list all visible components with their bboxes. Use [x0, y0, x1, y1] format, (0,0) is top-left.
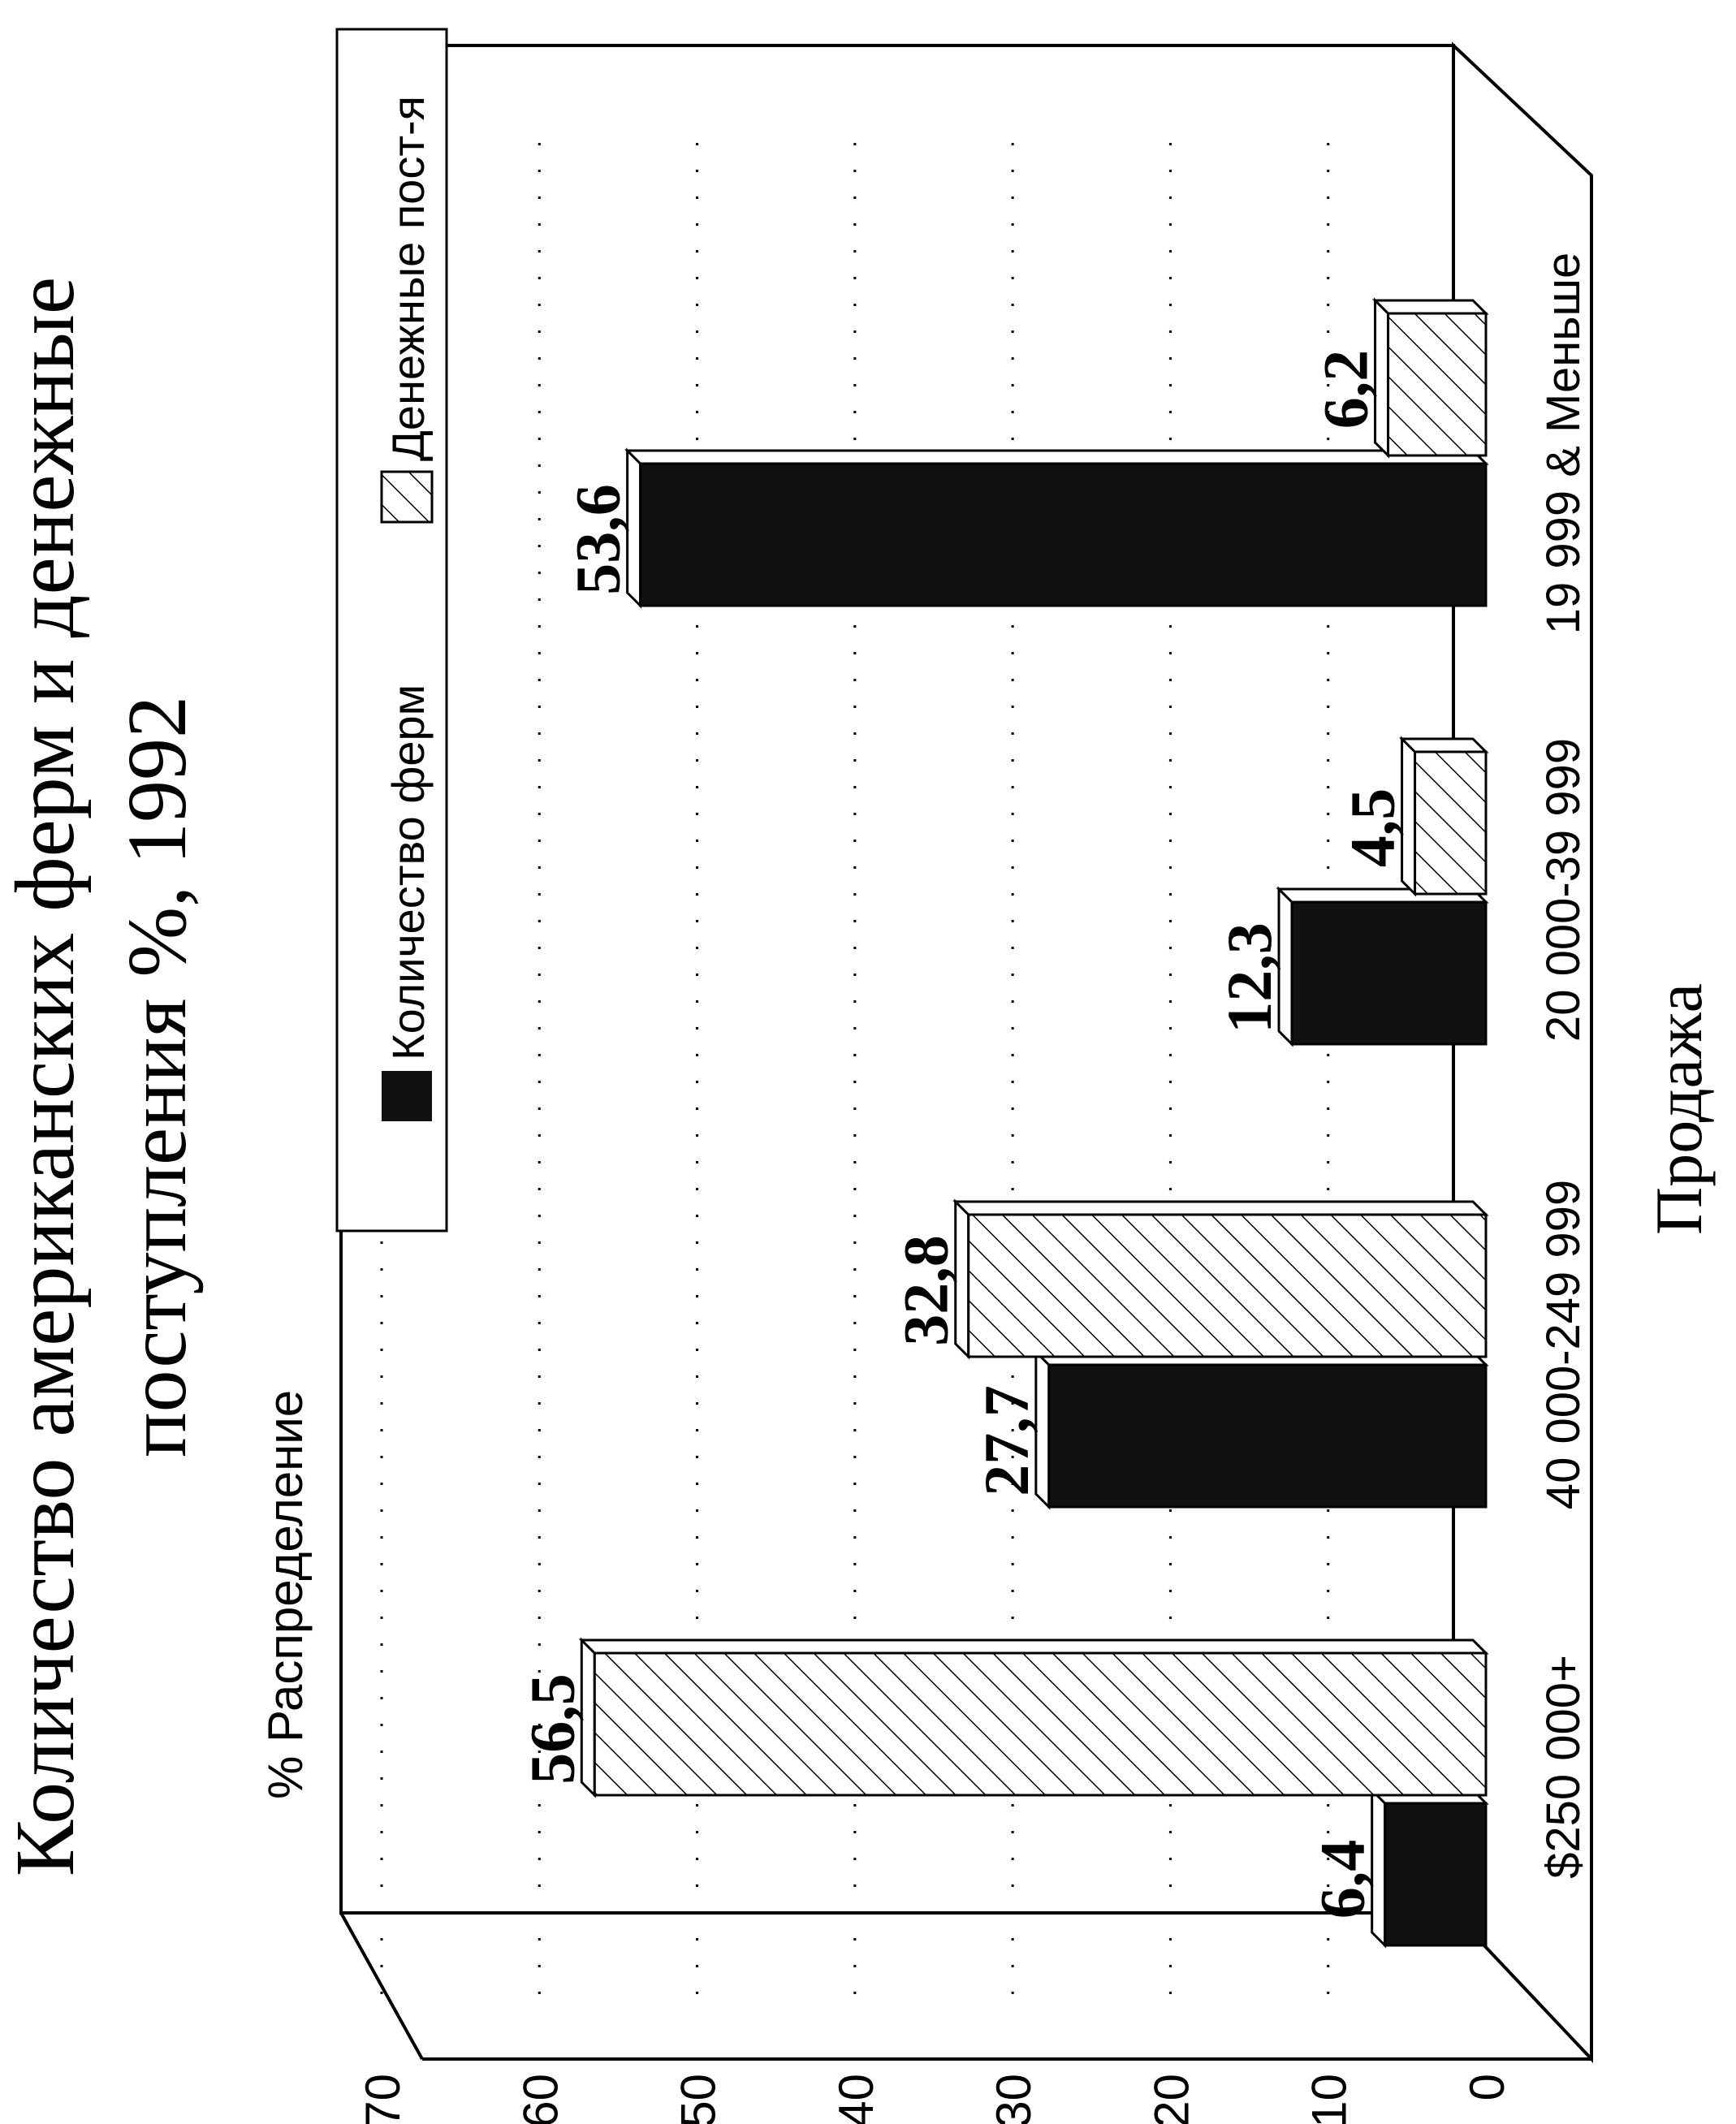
bar-side [624, 449, 1489, 465]
y-tick-label: 60 [513, 2074, 568, 2124]
bar-side [952, 1200, 1489, 1216]
bar-value-label: 53,6 [563, 484, 633, 595]
floor [1452, 41, 1593, 2064]
x-tick-label: 20 000-39 999 [1537, 738, 1590, 1042]
side-wall-top [339, 1912, 424, 2060]
y-tick-label: 30 [987, 2074, 1041, 2124]
x-tick-labels: $250 000+ 40 000-249 999 20 000-39 999 19 9… [1537, 253, 1590, 1879]
x-tick-label: $250 000+ [1537, 1655, 1590, 1879]
y-tick-label: 20 [1144, 2074, 1198, 2124]
legend-box [335, 28, 448, 1233]
bar-cash [1387, 312, 1488, 457]
bar-side [1371, 299, 1489, 315]
bar-cash [593, 1651, 1488, 1797]
bar-farms [1384, 1802, 1488, 1947]
bar-side [578, 1638, 1489, 1655]
bar-value-label: 27,7 [971, 1385, 1042, 1496]
bar-farms [1290, 900, 1488, 1046]
bar-side [1398, 737, 1489, 753]
bar-cash [1414, 750, 1488, 896]
x-tick-label: 19 999 & Меньше [1537, 253, 1590, 635]
bar-cash [967, 1213, 1488, 1358]
bar-farms [639, 462, 1488, 607]
bars [578, 297, 1489, 1949]
bar-value-label: 12,3 [1214, 922, 1285, 1034]
bar-value-label: 4,5 [1337, 788, 1408, 868]
legend-label-cash: Денежные пост-я [382, 96, 434, 461]
chart-title-line1: Количество американских ферм и денежные [0, 277, 92, 1876]
bar-value-label: 6,2 [1311, 350, 1381, 430]
x-axis-title: Продажа [1642, 983, 1716, 1235]
legend-label-farms: Количество ферм [382, 684, 434, 1060]
rotated-chart: Количество американских ферм и денежные … [0, 28, 1716, 2124]
legend-swatch-cash [380, 470, 434, 524]
bar-value-label: 6,4 [1307, 1840, 1378, 1919]
y-tick-label: 70 [356, 2074, 410, 2124]
y-tick-label: 50 [672, 2074, 726, 2124]
value-labels: 6,4 56,5 27,732,8 12,3 4,5 53,6 6,2 [516, 350, 1407, 1919]
y-tick-label: 0 [1460, 2074, 1514, 2100]
legend: Количество ферм Денежные пост-я [335, 28, 448, 1233]
legend-swatch-farms [382, 1071, 432, 1121]
y-tick-labels: 0 10 20 30 40 50 60 70 [356, 2074, 1514, 2124]
x-tick-label: 40 000-249 999 [1537, 1180, 1590, 1509]
y-axis-title: % Распределение [258, 1390, 313, 1799]
bar-farms [1047, 1363, 1488, 1509]
y-tick-label: 40 [829, 2074, 883, 2124]
y-tick-label: 10 [1302, 2074, 1357, 2124]
chart-title-line2: поступления %, 1992 [110, 696, 204, 1457]
bar-value-label: 56,5 [516, 1673, 587, 1785]
bar-value-label: 32,8 [891, 1235, 961, 1346]
